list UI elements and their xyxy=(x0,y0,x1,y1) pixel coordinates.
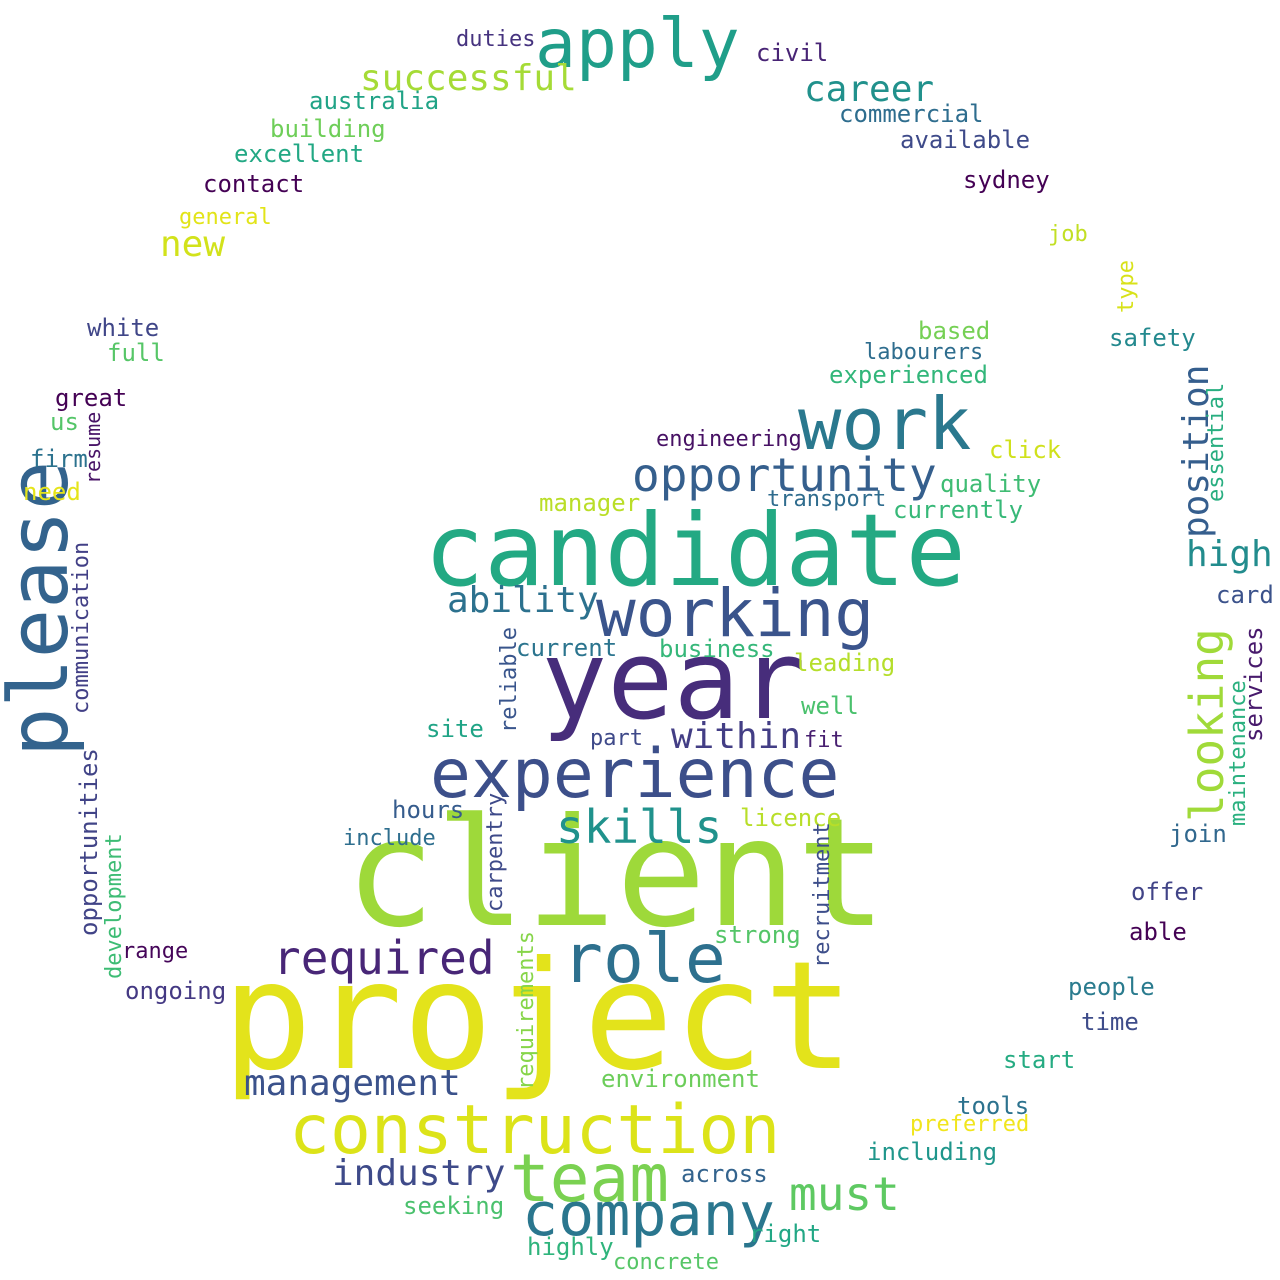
word-current: current xyxy=(516,634,617,662)
word-firm: firm xyxy=(30,445,88,473)
word-position: position xyxy=(1176,365,1217,538)
word-client: client xyxy=(345,787,887,961)
word-part: part xyxy=(590,726,643,751)
word-strong: strong xyxy=(714,921,801,949)
word-team: team xyxy=(510,1140,669,1217)
word-based: based xyxy=(918,317,990,345)
word-successful: successful xyxy=(360,58,577,99)
word-available: available xyxy=(900,126,1030,154)
word-project: project xyxy=(222,930,854,1104)
word-include: include xyxy=(343,826,436,851)
word-management: management xyxy=(244,1063,461,1104)
word-engineering: engineering xyxy=(656,427,802,452)
word-range: range xyxy=(122,939,188,964)
word-opportunities: opportunities xyxy=(75,748,103,936)
word-required: required xyxy=(273,931,495,985)
word-civil: civil xyxy=(756,39,828,67)
word-high: high xyxy=(1186,534,1273,575)
word-us: us xyxy=(50,408,79,436)
word-recruitment: recruitment xyxy=(810,822,835,968)
word-skills: skills xyxy=(556,800,722,854)
word-ongoing: ongoing xyxy=(125,977,226,1005)
word-transport: transport xyxy=(767,487,886,512)
word-able: able xyxy=(1129,918,1187,946)
word-company: company xyxy=(522,1180,775,1250)
word-contact: contact xyxy=(203,170,304,198)
word-great: great xyxy=(55,384,127,412)
word-working: working xyxy=(596,575,874,652)
word-white: white xyxy=(87,314,159,342)
word-role: role xyxy=(562,920,726,999)
word-manager: manager xyxy=(539,489,640,517)
word-start: start xyxy=(1003,1046,1075,1074)
word-right: right xyxy=(749,1220,821,1248)
word-currently: currently xyxy=(893,496,1023,524)
word-building: building xyxy=(270,115,386,143)
word-reliable: reliable xyxy=(497,627,522,733)
word-ability: ability xyxy=(447,580,599,621)
word-general: general xyxy=(179,205,272,230)
word-full: full xyxy=(107,339,165,367)
word-click: click xyxy=(989,436,1062,464)
word-offer: offer xyxy=(1131,878,1203,906)
word-type: type xyxy=(1114,260,1139,313)
word-industry: industry xyxy=(332,1153,505,1194)
word-services: services xyxy=(1240,626,1268,742)
word-resume: resume xyxy=(81,412,105,484)
word-australia: australia xyxy=(309,87,439,115)
word-job: job xyxy=(1048,222,1088,247)
word-across: across xyxy=(681,1160,768,1188)
word-preferred: preferred xyxy=(910,1112,1029,1137)
word-work: work xyxy=(798,382,971,466)
word-candidate: candidate xyxy=(424,492,966,609)
word-fit: fit xyxy=(804,728,844,753)
word-maintenance: maintenance xyxy=(1226,680,1251,826)
word-development: development xyxy=(102,833,127,979)
word-well: well xyxy=(801,692,859,720)
word-highly: highly xyxy=(527,1233,614,1261)
word-experience: experience xyxy=(430,735,839,814)
word-leading: leading xyxy=(794,649,895,677)
word-concrete: concrete xyxy=(613,1250,719,1275)
word-need: need xyxy=(23,478,81,506)
word-sydney: sydney xyxy=(963,166,1050,194)
word-essential: essential xyxy=(1204,383,1229,502)
word-please: please xyxy=(0,461,87,757)
word-safety: safety xyxy=(1109,324,1196,352)
word-requirements: requirements xyxy=(514,931,539,1090)
word-new: new xyxy=(160,224,225,265)
word-card: card xyxy=(1216,581,1274,609)
word-within: within xyxy=(671,716,801,757)
word-construction: construction xyxy=(289,1091,780,1170)
word-time: time xyxy=(1081,1008,1139,1036)
word-join: join xyxy=(1169,820,1227,848)
word-hours: hours xyxy=(392,796,464,824)
word-experienced: experienced xyxy=(829,361,988,389)
word-seeking: seeking xyxy=(403,1192,504,1220)
word-business: business xyxy=(659,635,775,663)
word-must: must xyxy=(789,1167,900,1221)
word-tools: tools xyxy=(957,1092,1029,1120)
word-opportunity: opportunity xyxy=(632,448,937,502)
word-communication: communication xyxy=(69,542,94,714)
word-looking: looking xyxy=(1180,628,1234,822)
word-including: including xyxy=(867,1138,997,1166)
word-year: year xyxy=(541,616,806,744)
word-excellent: excellent xyxy=(234,140,364,168)
word-licence: licence xyxy=(740,804,841,832)
word-site: site xyxy=(426,715,484,743)
word-duties: duties xyxy=(456,27,535,52)
word-environment: environment xyxy=(601,1065,760,1093)
word-carpentry: carpentry xyxy=(483,793,508,912)
word-commercial: commercial xyxy=(839,100,984,128)
word-career: career xyxy=(804,69,934,110)
word-quality: quality xyxy=(940,470,1041,498)
word-labourers: labourers xyxy=(864,340,983,365)
word-people: people xyxy=(1068,973,1155,1001)
word-apply: apply xyxy=(535,5,740,84)
